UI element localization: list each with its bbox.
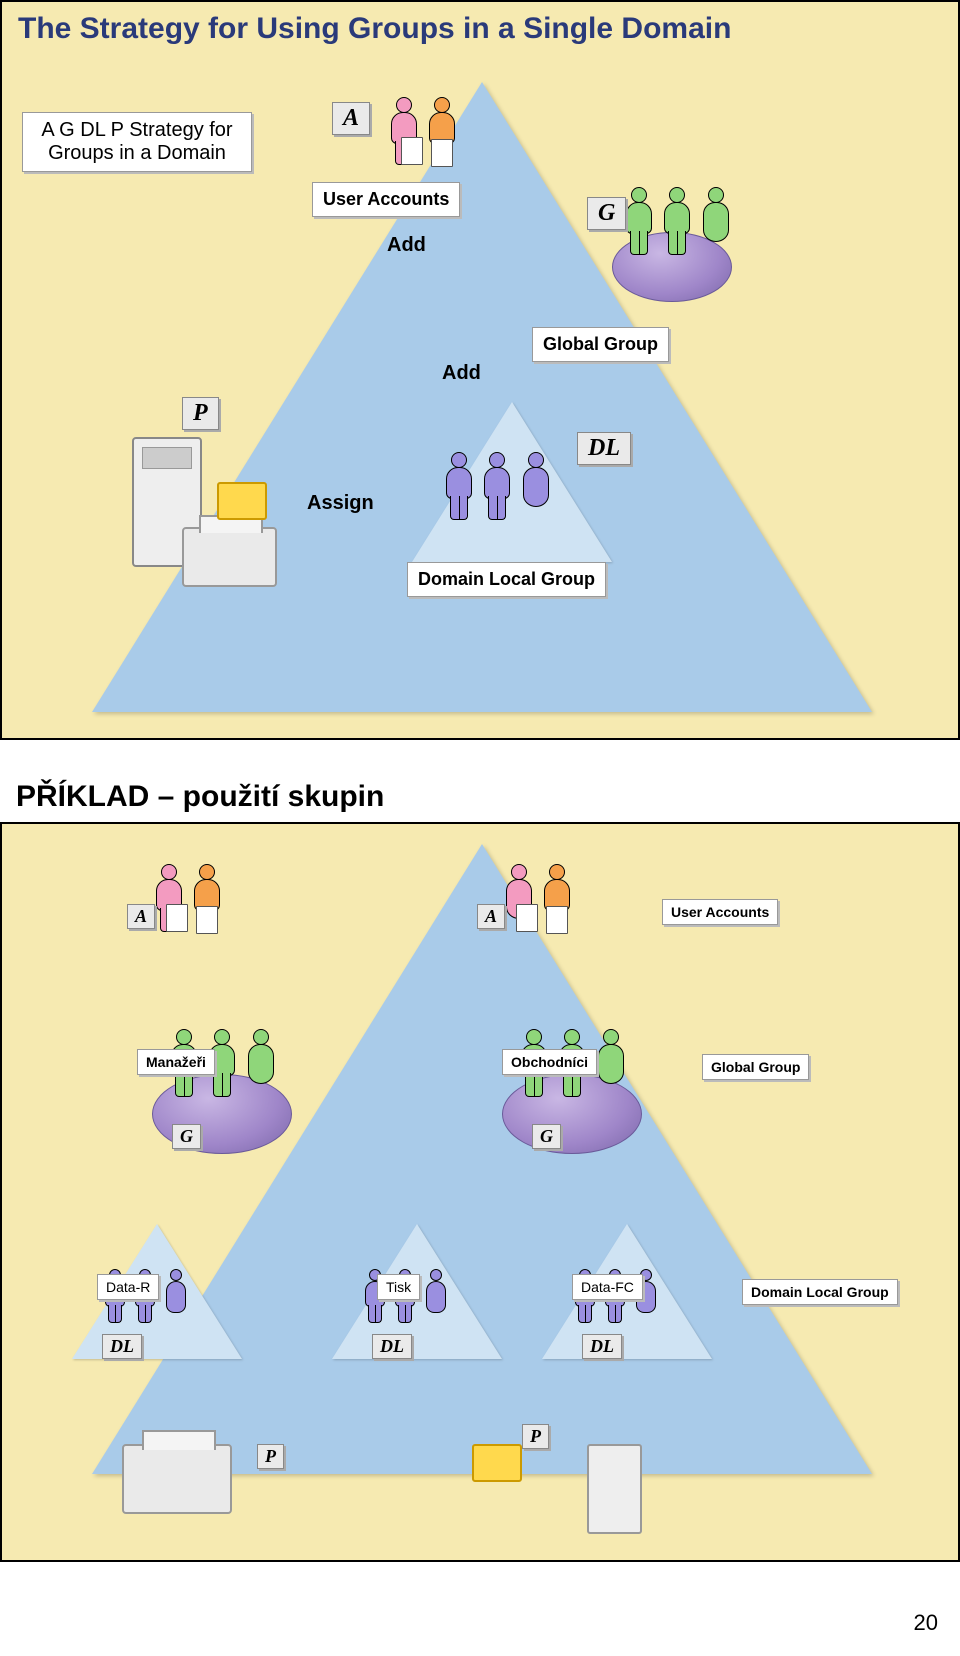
data-fc-label: Data-FC [572,1274,643,1300]
domain-local-group-label: Domain Local Group [407,562,606,597]
add-label-2: Add [442,362,481,385]
badge-a-right: A [477,904,505,929]
slide1-title: The Strategy for Using Groups in a Singl… [18,12,731,46]
badge-a-left: A [127,904,155,929]
slide-strategy: The Strategy for Using Groups in a Singl… [0,0,960,740]
badge-dl-2: DL [372,1334,412,1359]
sales-label: Obchodníci [502,1049,597,1075]
domain-local-group-label-2: Domain Local Group [742,1279,898,1305]
badge-p-right: P [522,1424,549,1449]
page-number: 20 [0,1602,960,1656]
user-accounts-icons [387,97,459,172]
global-group-label: Global Group [532,327,669,362]
badge-g-right: G [532,1124,561,1149]
slide2-title: PŘÍKLAD – použití skupin [16,780,960,814]
accounts-right [502,864,574,939]
badge-g: G [587,197,626,230]
folder-icon-2 [472,1444,522,1482]
assign-label: Assign [307,492,374,515]
badge-a: A [332,102,370,135]
strategy-callout: A G DL P Strategy for Groups in a Domain [22,112,252,172]
add-label-1: Add [387,234,426,257]
user-accounts-label-2: User Accounts [662,899,778,925]
badge-g-left: G [172,1124,201,1149]
data-r-label: Data-R [97,1274,159,1300]
dl-group-icons [442,452,553,527]
slide-example: A A User Accounts Manažeři G Obchodníci … [0,822,960,1562]
user-accounts-label: User Accounts [312,182,460,217]
tisk-label: Tisk [377,1274,420,1300]
badge-p-left: P [257,1444,284,1469]
badge-dl-1: DL [102,1334,142,1359]
accounts-left [152,864,224,939]
badge-dl: DL [577,432,631,465]
managers-label: Manažeři [137,1049,215,1075]
global-group-icons [622,187,733,262]
badge-dl-3: DL [582,1334,622,1359]
printer-icon [122,1444,232,1514]
folder-icon [217,482,267,520]
global-group-label-2: Global Group [702,1054,809,1080]
